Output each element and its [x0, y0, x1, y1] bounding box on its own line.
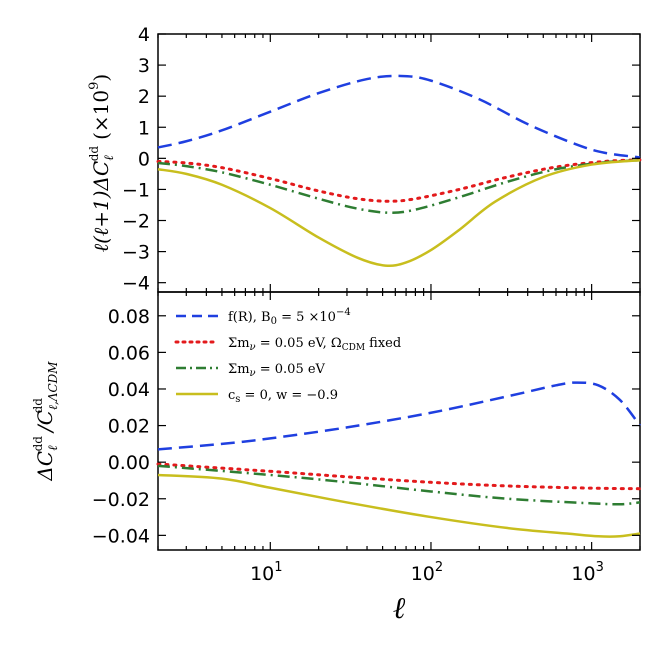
top-ylabel-unit-exp: 9: [87, 82, 102, 90]
legend-mnu-fixed-sub2: CDM: [342, 343, 365, 353]
bottom-ytick-label: 0.00: [108, 452, 150, 474]
legend-label-mnu-fixed: Σmν = 0.05 eV, ΩCDM fixed: [228, 336, 401, 353]
bottom-y-axis-label: ΔCℓdd/Cℓ,ΛCDMdd: [31, 361, 61, 482]
xtick-label-exp: 1: [274, 560, 282, 575]
bottom-series-group: [156, 381, 642, 538]
legend-cs-base: c: [228, 388, 235, 403]
top-panel: 4 3 2 1 0 −1 −2 −3 −4 ℓ(ℓ+1)ΔCℓdd (×109): [87, 24, 642, 295]
bottom-series-1: [156, 462, 642, 491]
x-axis-label: ℓ: [393, 591, 406, 626]
legend-mnu-fixed-end: fixed: [365, 336, 401, 351]
top-y-ticks: 4 3 2 1 0 −1 −2 −3 −4: [122, 24, 640, 295]
bottom-ytick-label: 0.04: [108, 379, 150, 401]
bottom-ytick-label: −0.02: [92, 489, 150, 511]
top-ylabel-sub: ℓ: [102, 155, 117, 161]
top-ylabel-main: ℓ(ℓ+1)ΔC: [89, 161, 113, 253]
legend-label-mnu: Σmν = 0.05 eV: [228, 362, 326, 379]
top-series-3: [157, 158, 641, 268]
bottom-ytick-label: 0.02: [108, 416, 150, 438]
xtick-label: 101: [250, 560, 282, 585]
legend-fr-base: f(R), B: [228, 310, 271, 325]
bottom-ylabel-num-sub: ℓ: [46, 445, 61, 451]
bottom-ylabel-den-sup: dd: [31, 398, 45, 414]
legend-cs-sub: s: [235, 394, 240, 405]
top-ytick-label: 3: [138, 55, 150, 77]
top-ytick-label: −3: [122, 242, 150, 264]
legend-mnu-fixed-sub: ν: [250, 342, 256, 353]
xtick-label-exp: 3: [596, 560, 604, 575]
bottom-panel: 0.080.060.040.020.00−0.02−0.04 101 102 103…: [31, 291, 642, 626]
legend-mnu-fixed-tail: = 0.05 eV, Ω: [256, 336, 342, 351]
top-ytick-label: 2: [138, 86, 150, 108]
top-ylabel-sup: dd: [87, 146, 101, 162]
bottom-ytick-label: 0.06: [108, 342, 150, 364]
bottom-y-ticks: 0.08 0.06 0.04 0.02 0.00 −0.02 −0.04: [92, 306, 640, 547]
top-ytick-label: 0: [138, 148, 150, 170]
legend-label-fr: f(R), B0 = 5 ×10−4: [228, 307, 351, 327]
bottom-series-0: [157, 381, 641, 451]
top-ylabel-unit-close: ): [89, 74, 113, 82]
legend-mnu-tail: = 0.05 eV: [256, 362, 326, 377]
legend-fr-sub: 0: [271, 316, 277, 327]
bottom-ytick-label: 0.08: [108, 306, 150, 328]
legend-fr-sup: −4: [336, 307, 351, 318]
top-series-2: [157, 158, 641, 214]
bottom-ytick-label: −0.04: [92, 525, 150, 547]
top-x-ticks: [157, 34, 641, 292]
top-y-axis-label: ℓ(ℓ+1)ΔCℓdd (×109): [87, 74, 117, 252]
bottom-ylabel-num: ΔC: [33, 451, 57, 482]
legend-mnu-base: Σm: [228, 362, 250, 377]
xtick-label-base: 10: [411, 563, 435, 585]
top-ytick-label: −1: [122, 179, 150, 201]
bottom-plot-frame: [157, 291, 641, 551]
top-ytick-label: −4: [122, 273, 150, 295]
top-plot-frame: [157, 33, 641, 293]
bottom-x-ticks: 101 102 103: [157, 292, 641, 585]
legend-mnu-fixed-base: Σm: [228, 336, 250, 351]
top-series-0: [157, 74, 641, 159]
top-ytick-label: −2: [122, 211, 150, 233]
bottom-ylabel-den-sub: ℓ,ΛCDM: [46, 361, 60, 410]
legend: f(R), B0 = 5 ×10−4 Σmν = 0.05 eV, ΩCDM f…: [174, 307, 401, 405]
legend-cs-tail: = 0, w = −0.9: [240, 388, 338, 403]
xtick-label: 102: [411, 560, 443, 585]
bottom-series-3: [157, 473, 641, 538]
legend-label-cs: cs = 0, w = −0.9: [228, 388, 338, 405]
bottom-ylabel-den: /C: [33, 410, 57, 434]
bottom-ylabel-num-sup: dd: [31, 436, 45, 452]
top-ylabel-unit: (×10: [89, 90, 113, 140]
xtick-label-base: 10: [571, 563, 595, 585]
top-ytick-label: 1: [138, 117, 150, 139]
top-series-group: [156, 74, 642, 268]
bottom-series-2: [157, 464, 641, 506]
legend-mnu-sub: ν: [250, 368, 256, 379]
legend-fr-tail: = 5 ×10: [277, 310, 336, 325]
xtick-label-exp: 2: [435, 560, 443, 575]
top-ytick-label: 4: [138, 24, 150, 46]
top-series-1: [156, 158, 642, 203]
xtick-label: 103: [571, 560, 603, 585]
xtick-label-base: 10: [250, 563, 274, 585]
